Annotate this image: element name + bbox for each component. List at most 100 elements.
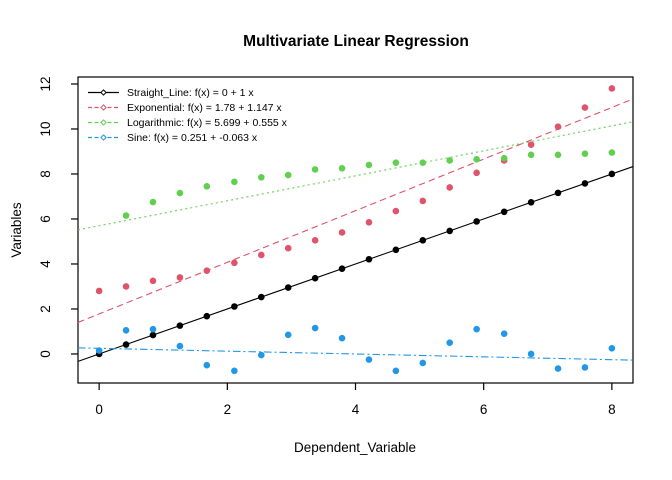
data-point-logarithmic	[392, 159, 400, 167]
legend-label: Straight_Line: f(x) = 0 + 1 x	[127, 87, 254, 99]
plot-title: Multivariate Linear Regression	[243, 33, 469, 50]
data-point-logarithmic	[122, 212, 130, 219]
data-point-logarithmic	[338, 165, 346, 172]
x-tick-label: 8	[608, 402, 616, 417]
data-point-exponential	[608, 85, 616, 92]
data-point-straight_line	[446, 227, 454, 235]
data-point-logarithmic	[176, 189, 184, 197]
data-point-sine	[581, 364, 589, 371]
y-tick-label: 8	[38, 170, 53, 178]
data-point-exponential	[284, 244, 292, 252]
data-point-sine	[338, 334, 346, 342]
data-point-sine	[203, 361, 211, 369]
y-tick-label: 10	[38, 121, 53, 136]
diamond-marker-icon	[100, 119, 107, 126]
data-point-sine	[284, 331, 292, 339]
data-point-logarithmic	[473, 156, 480, 163]
data-point-straight_line	[176, 322, 184, 329]
diamond-marker-icon	[100, 104, 107, 111]
data-point-logarithmic	[446, 157, 454, 164]
fit-line-sine	[77, 347, 634, 361]
data-point-logarithmic	[554, 151, 562, 159]
y-tick-label: 2	[38, 305, 53, 313]
y-tick-label: 6	[38, 215, 53, 223]
data-point-sine	[500, 330, 508, 338]
data-point-exponential	[581, 104, 589, 111]
y-axis-label: Variables	[9, 202, 24, 258]
data-point-sine	[95, 347, 103, 354]
data-point-straight_line	[257, 293, 265, 301]
legend-label: Logarithmic: f(x) = 5.699 + 0.555 x	[127, 117, 288, 129]
data-point-straight_line	[365, 255, 373, 263]
plot-area: 0 2 4 6 8 0 2 4 6 8 10 12	[38, 76, 634, 417]
legend-item: Exponential: f(x) = 1.78 + 1.147 x	[88, 102, 282, 114]
x-tick-label: 6	[480, 402, 488, 417]
data-point-logarithmic	[311, 166, 319, 173]
x-axis-label: Dependent_Variable	[294, 440, 416, 455]
data-point-straight_line	[473, 218, 480, 225]
data-point-sine	[392, 367, 400, 375]
data-point-straight_line	[554, 189, 562, 197]
data-point-sine	[473, 325, 480, 333]
data-point-exponential	[231, 259, 238, 267]
data-point-exponential	[446, 184, 454, 191]
data-point-exponential	[554, 123, 562, 131]
x-tick-label: 0	[95, 402, 103, 417]
y-tick-label: 12	[38, 76, 53, 91]
data-point-straight_line	[338, 265, 346, 273]
data-point-exponential	[176, 274, 184, 281]
data-point-logarithmic	[608, 149, 616, 156]
x-tick-label: 2	[224, 402, 232, 417]
data-point-logarithmic	[581, 150, 589, 158]
data-point-logarithmic	[284, 171, 292, 179]
data-point-exponential	[338, 229, 346, 236]
data-point-exponential	[149, 277, 157, 285]
data-point-sine	[149, 325, 157, 333]
legend-label: Exponential: f(x) = 1.78 + 1.147 x	[127, 102, 282, 114]
data-point-logarithmic	[527, 151, 535, 159]
data-point-straight_line	[311, 274, 319, 282]
data-point-straight_line	[419, 237, 427, 244]
diamond-marker-icon	[100, 89, 107, 96]
data-point-sine	[231, 367, 238, 375]
data-point-exponential	[473, 169, 480, 177]
data-point-straight_line	[527, 199, 535, 206]
data-point-exponential	[311, 237, 319, 244]
data-point-exponential	[122, 283, 130, 290]
data-point-logarithmic	[149, 198, 157, 206]
data-point-straight_line	[149, 331, 157, 339]
y-tick-label: 4	[38, 260, 53, 268]
data-point-straight_line	[203, 312, 211, 320]
data-point-logarithmic	[231, 178, 238, 186]
data-point-sine	[608, 345, 616, 352]
data-point-sine	[176, 342, 184, 350]
legend: Straight_Line: f(x) = 0 + 1 x Exponentia…	[88, 87, 288, 144]
data-point-exponential	[419, 197, 427, 205]
data-point-straight_line	[392, 246, 400, 254]
fit-line-logarithmic	[77, 121, 634, 231]
data-point-logarithmic	[203, 183, 211, 190]
data-point-logarithmic	[419, 159, 427, 167]
data-point-exponential	[527, 141, 535, 149]
data-point-straight_line	[608, 170, 616, 178]
data-point-sine	[554, 365, 562, 372]
data-point-exponential	[95, 287, 103, 295]
data-point-sine	[122, 327, 130, 334]
data-point-sine	[419, 359, 427, 367]
data-point-exponential	[203, 267, 211, 275]
data-point-sine	[446, 339, 454, 347]
legend-label: Sine: f(x) = 0.251 + -0.063 x	[127, 132, 258, 144]
data-point-exponential	[257, 251, 265, 259]
data-point-straight_line	[231, 303, 238, 310]
fit-line-exponential	[77, 98, 634, 323]
data-point-logarithmic	[500, 154, 508, 162]
data-point-sine	[527, 350, 535, 358]
y-tick-label: 0	[38, 350, 53, 358]
data-point-straight_line	[581, 180, 589, 187]
data-point-exponential	[392, 207, 400, 215]
data-point-straight_line	[500, 208, 508, 216]
diamond-marker-icon	[100, 134, 107, 141]
data-point-logarithmic	[365, 161, 373, 169]
